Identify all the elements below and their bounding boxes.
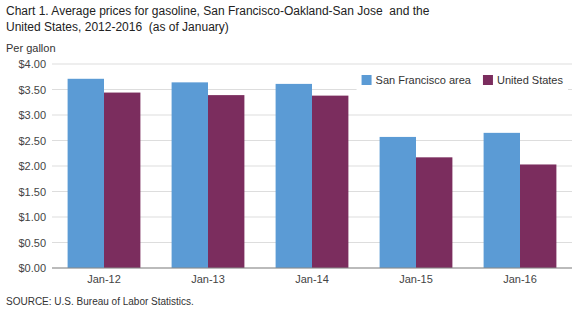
x-tick-label: Jan-16 (503, 273, 537, 285)
bar (312, 96, 348, 268)
bar (104, 93, 140, 268)
bars (68, 79, 557, 268)
y-tick-label: $0.00 (18, 262, 46, 274)
legend: San Francisco area United States (357, 68, 568, 92)
legend-label: United States (497, 74, 564, 86)
x-tick-label: Jan-12 (87, 273, 121, 285)
y-tick-label: $4.00 (18, 58, 46, 70)
legend-background (357, 68, 568, 92)
y-tick-label: $3.00 (18, 109, 46, 121)
bar (380, 137, 416, 268)
legend-swatch (362, 75, 372, 85)
legend-swatch (483, 75, 493, 85)
legend-label: San Francisco area (376, 74, 472, 86)
x-axis-line (52, 268, 572, 269)
y-tick-label: $3.50 (18, 84, 46, 96)
bar (172, 82, 208, 268)
grid-line (52, 268, 572, 269)
chart: Chart 1. Average prices for gasoline, Sa… (0, 0, 579, 312)
grid-line (52, 64, 572, 65)
subtitle: United States, 2012-2016 (as of January) (6, 20, 229, 34)
y-grid (52, 64, 572, 268)
bar (416, 157, 452, 268)
y-tick-label: $2.00 (18, 160, 46, 172)
source: SOURCE: U.S. Bureau of Labor Statistics. (6, 296, 194, 307)
y-tick-label: $1.00 (18, 211, 46, 223)
bar (68, 79, 104, 268)
background (0, 0, 579, 312)
bar (276, 84, 312, 268)
title: Chart 1. Average prices for gasoline, Sa… (6, 4, 430, 18)
bar (208, 95, 244, 268)
x-tick-label: Jan-14 (295, 273, 329, 285)
y-tick-label: $2.50 (18, 135, 46, 147)
bar (484, 133, 520, 268)
x-tick-label: Jan-15 (399, 273, 433, 285)
x-tick-label: Jan-13 (191, 273, 225, 285)
y-tick-label: $1.50 (18, 186, 46, 198)
bar (520, 164, 556, 268)
y-axis-label: Per gallon (6, 42, 56, 54)
y-tick-label: $0.50 (18, 237, 46, 249)
